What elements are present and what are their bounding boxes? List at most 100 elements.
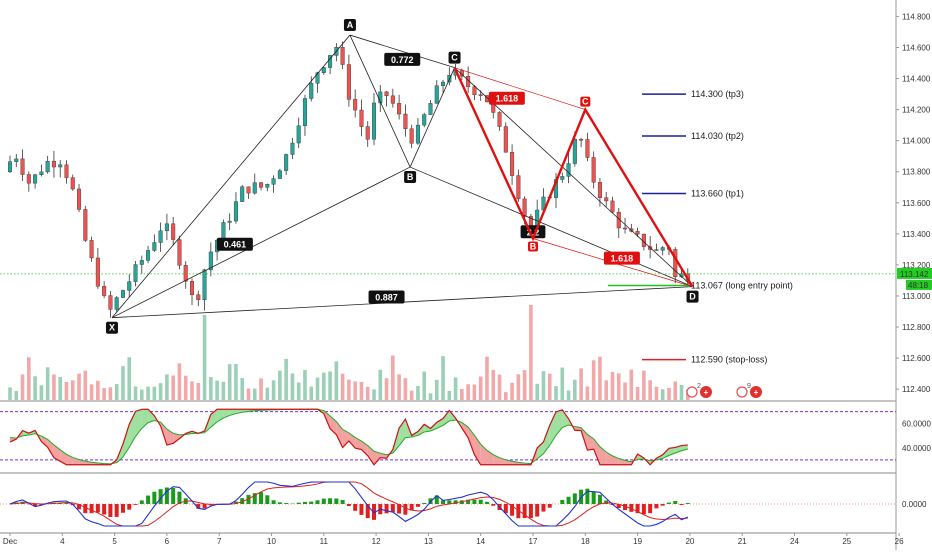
candle (303, 98, 307, 125)
pattern-line-bc (410, 68, 454, 167)
macd-histogram-bar (403, 504, 407, 515)
volume-bar (84, 371, 88, 400)
volume-bar (479, 376, 483, 400)
volume-bar (228, 364, 232, 400)
candle (71, 178, 75, 189)
candle (391, 96, 395, 104)
event-badge-icon (737, 387, 747, 397)
volume-bar (648, 380, 652, 400)
current-price-label: 113.142 (900, 270, 929, 279)
candle (479, 95, 483, 96)
volume-bar (77, 374, 81, 400)
candle (240, 187, 244, 202)
candle (33, 175, 37, 183)
macd-histogram-bar (642, 504, 646, 514)
macd-histogram-bar (121, 504, 125, 513)
price-tick-label: 112.600 (902, 354, 931, 363)
volume-bar (335, 361, 339, 400)
candle (661, 248, 665, 251)
candle (52, 161, 56, 167)
candle (259, 183, 263, 188)
volume-bar (454, 377, 458, 400)
time-tick-label: Dec (3, 537, 17, 546)
volume-bar (673, 382, 677, 400)
candle (109, 296, 113, 310)
macd-histogram-bar (347, 504, 351, 506)
price-tick-label: 113.000 (902, 292, 931, 301)
volume-bar (140, 390, 144, 400)
macd-tick-label: 0.0000 (902, 500, 927, 509)
macd-histogram-bar (485, 502, 489, 504)
macd-histogram-bar (341, 500, 345, 504)
volume-bar (353, 381, 357, 400)
volume-bar (604, 380, 608, 400)
candle (604, 198, 608, 201)
candle (127, 282, 131, 291)
macd-histogram-bar (328, 498, 332, 504)
candle (579, 139, 583, 140)
volume-bar (71, 380, 75, 400)
candle (316, 73, 320, 84)
pattern-point-label: X (109, 323, 115, 333)
candle (140, 260, 144, 264)
macd-histogram-bar (102, 504, 106, 514)
volume-bar (184, 376, 188, 400)
candle (523, 199, 527, 217)
volume-bar (680, 385, 684, 400)
time-tick-label: 13 (424, 537, 433, 546)
volume-bar (542, 371, 546, 400)
volume-bar (667, 388, 671, 400)
volume-bar (579, 368, 583, 400)
candle (586, 139, 590, 157)
volume-bar (366, 387, 370, 400)
candle (222, 222, 226, 240)
candle (65, 165, 69, 178)
volume-bar (586, 386, 590, 400)
volume-bar (65, 382, 69, 400)
candle (429, 103, 433, 114)
candle (165, 224, 169, 231)
volume-bar (661, 389, 665, 400)
candle (234, 202, 238, 221)
volume-bar (178, 363, 182, 400)
macd-histogram-bar (115, 504, 119, 517)
volume-bar (655, 387, 659, 400)
volume-bar (466, 384, 470, 400)
volume-bar (560, 368, 564, 400)
macd-histogram-bar (152, 492, 156, 504)
candle (90, 240, 94, 258)
volume-bar (404, 378, 408, 400)
volume-bar (222, 382, 226, 400)
pattern-point-label: C (451, 53, 458, 63)
price-tick-label: 113.400 (902, 230, 931, 239)
time-tick-label: 11 (320, 537, 329, 546)
macd-histogram-bar (322, 499, 326, 504)
candle (27, 175, 31, 184)
time-tick-label: 14 (476, 537, 485, 546)
volume-bar (102, 388, 106, 400)
volume-bar (491, 370, 495, 400)
volume-bar (535, 384, 539, 400)
volume-bar (190, 381, 194, 400)
level-label: 114.300 (tp3) (691, 89, 744, 99)
volume-bar (146, 387, 150, 400)
volume-bar (171, 375, 175, 400)
volume-bar (240, 378, 244, 400)
volume-bar (52, 374, 56, 400)
volume-bar (27, 357, 31, 400)
candle (153, 242, 157, 250)
volume-bar (165, 374, 169, 400)
volume-bar (90, 384, 94, 400)
volume-bar (567, 391, 571, 400)
volume-bar (21, 374, 25, 400)
candle (404, 114, 408, 129)
candle (416, 125, 420, 143)
candle (134, 265, 138, 282)
macd-histogram-bar (171, 488, 175, 504)
price-tick-label: 112.400 (902, 385, 931, 394)
macd-histogram-bar (541, 504, 545, 512)
volume-bar (391, 356, 395, 400)
